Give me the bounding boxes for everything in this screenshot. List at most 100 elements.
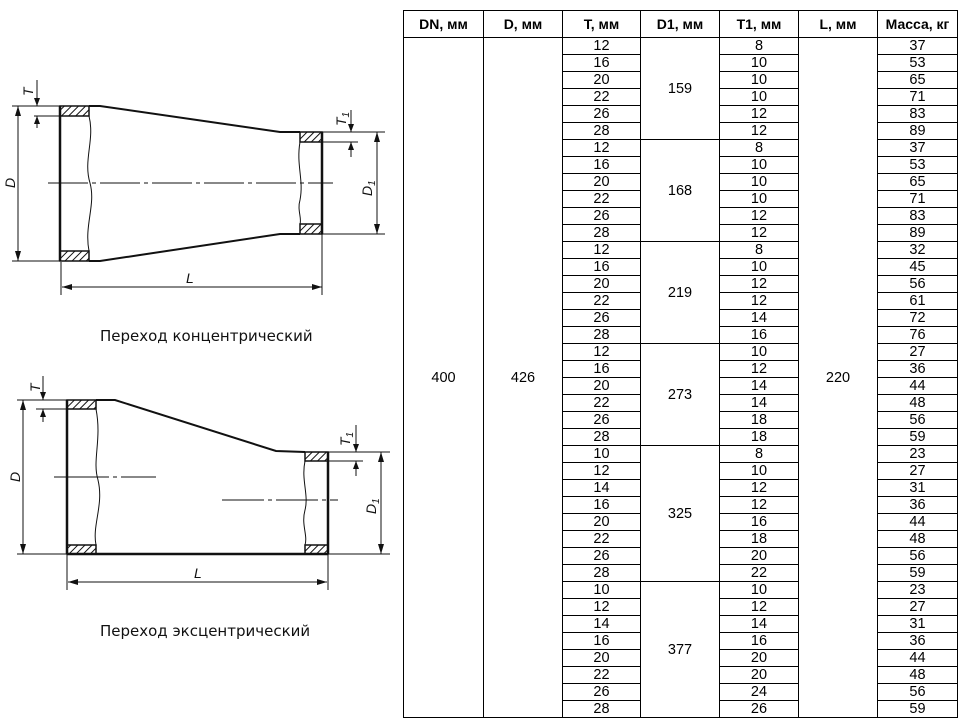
cell-t1: 22 (719, 564, 799, 582)
table-row: 14 14 31 (404, 615, 958, 633)
table-row: 400 426 12 159 8 220 37 (403, 37, 958, 718)
table-row: 28 12 89 (404, 224, 958, 242)
cell-mass: 36 (877, 496, 958, 514)
cell-t1: 8 (719, 37, 799, 55)
cell-t: 10 (562, 581, 641, 599)
label-T: T (20, 86, 36, 96)
table-row: 14 12 31 (404, 479, 958, 497)
cell-mass: 83 (877, 207, 958, 225)
cell-mass: 36 (877, 632, 958, 650)
table-row: 28 22 59 (404, 564, 958, 582)
label-T: T (27, 382, 43, 392)
label-D1: D1 (359, 180, 378, 196)
cell-t: 16 (562, 632, 641, 650)
cell-mass: 32 (877, 241, 958, 259)
cell-mass: 44 (877, 513, 958, 531)
table-header-row: DN, мм D, мм T, мм D1, мм T1, мм L, мм М… (403, 10, 958, 38)
cell-t: 12 (562, 462, 641, 480)
reducer-drawings: D T L D1 T1 Переход концентрический (2, 80, 390, 640)
cell-mass: 27 (877, 343, 958, 361)
table-row: 12 10 27 (404, 462, 958, 480)
header-dn: DN, мм (403, 10, 484, 38)
cell-t: 28 (562, 428, 641, 446)
table-row: 28 26 59 (404, 700, 958, 718)
cell-t1: 16 (719, 632, 799, 650)
cell-mass: 71 (877, 190, 958, 208)
cell-t1: 24 (719, 683, 799, 701)
cell-dn: 400 (403, 37, 484, 718)
table-row: 20 12 56 (404, 275, 958, 293)
cell-t1: 14 (719, 615, 799, 633)
cell-mass: 65 (877, 71, 958, 89)
header-l: L, мм (798, 10, 878, 38)
cell-mass: 31 (877, 615, 958, 633)
cell-t1: 18 (719, 428, 799, 446)
table-row: 20 16 44 (404, 513, 958, 531)
cell-t: 28 (562, 700, 641, 718)
cell-mass: 36 (877, 360, 958, 378)
cell-t1: 12 (719, 479, 799, 497)
cell-d1: 377 (640, 581, 720, 718)
cell-t: 26 (562, 683, 641, 701)
cell-t1: 12 (719, 360, 799, 378)
table-row: 10 325 8 23 (404, 445, 958, 582)
cell-mass: 56 (877, 411, 958, 429)
cell-mass: 44 (877, 649, 958, 667)
cell-t1: 10 (719, 258, 799, 276)
cell-t1: 14 (719, 377, 799, 395)
cell-t1: 10 (719, 190, 799, 208)
cell-t: 22 (562, 88, 641, 106)
label-L: L (194, 565, 202, 581)
cell-t1: 10 (719, 156, 799, 174)
cell-mass: 56 (877, 547, 958, 565)
cell-t: 22 (562, 190, 641, 208)
cell-t: 28 (562, 564, 641, 582)
cell-t1: 12 (719, 292, 799, 310)
cell-mass: 72 (877, 309, 958, 327)
header-d: D, мм (483, 10, 563, 38)
cell-t1: 12 (719, 224, 799, 242)
cell-t: 16 (562, 258, 641, 276)
cell-t1: 14 (719, 394, 799, 412)
cell-t: 12 (562, 139, 641, 157)
table-row: 16 16 36 (404, 632, 958, 650)
table-row: 28 18 59 (404, 428, 958, 446)
cell-t1: 12 (719, 598, 799, 616)
table-row: 22 18 48 (404, 530, 958, 548)
cell-t: 20 (562, 377, 641, 395)
cell-t1: 10 (719, 173, 799, 191)
eccentric-caption: Переход эксцентрический (100, 622, 310, 640)
eccentric-reducer-drawing (17, 376, 390, 590)
cell-d1: 325 (640, 445, 720, 582)
label-T1: T1 (333, 112, 352, 126)
cell-mass: 37 (877, 37, 958, 55)
cell-t1: 16 (719, 513, 799, 531)
cell-t: 28 (562, 122, 641, 140)
table-row: 20 10 65 (404, 71, 958, 89)
table-body: 400 426 12 159 8 220 37 16 10 53 20 10 65 22 10 71 26 12 8… (403, 37, 958, 718)
cell-t1: 16 (719, 326, 799, 344)
cell-t: 12 (562, 598, 641, 616)
cell-mass: 27 (877, 462, 958, 480)
cell-t: 10 (562, 445, 641, 463)
label-D: D (7, 472, 23, 482)
cell-mass: 59 (877, 564, 958, 582)
cell-t1: 8 (719, 445, 799, 463)
cell-d1: 219 (640, 241, 720, 344)
cell-mass: 61 (877, 292, 958, 310)
table-row: 20 20 44 (404, 649, 958, 667)
cell-t: 16 (562, 54, 641, 72)
cell-mass: 83 (877, 105, 958, 123)
cell-mass: 56 (877, 683, 958, 701)
cell-mass: 53 (877, 156, 958, 174)
cell-t1: 12 (719, 122, 799, 140)
cell-mass: 37 (877, 139, 958, 157)
cell-t1: 10 (719, 343, 799, 361)
cell-mass: 89 (877, 224, 958, 242)
table-row: 28 12 89 (404, 122, 958, 140)
label-L: L (186, 270, 194, 286)
reducer-dimensions-table: DN, мм D, мм T, мм D1, мм T1, мм L, мм М… (403, 10, 958, 718)
cell-t1: 12 (719, 275, 799, 293)
cell-t1: 12 (719, 496, 799, 514)
cell-t1: 14 (719, 309, 799, 327)
